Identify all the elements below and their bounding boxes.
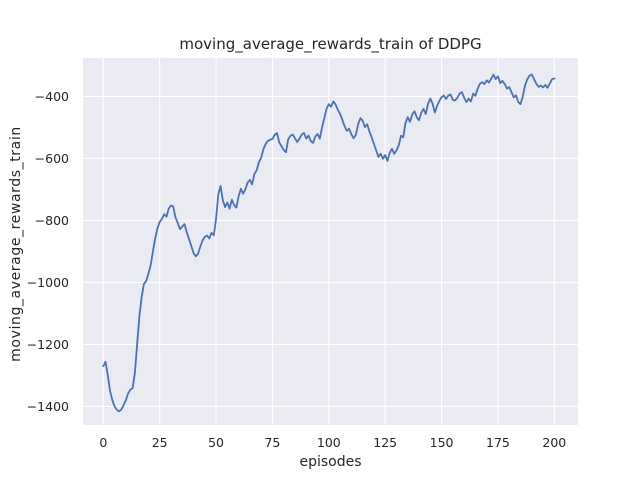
y-tick-label: −1000 <box>27 275 69 290</box>
x-tick-label: 50 <box>208 435 224 450</box>
x-tick-label: 25 <box>152 435 168 450</box>
x-tick-label: 125 <box>373 435 397 450</box>
x-tick-label: 75 <box>264 435 280 450</box>
y-axis-label: moving_average_rewards_train <box>8 126 24 362</box>
y-tick-label: −800 <box>35 213 69 228</box>
x-tick-label: 100 <box>317 435 341 450</box>
x-tick-label: 0 <box>99 435 107 450</box>
y-tick-label: −1400 <box>27 399 69 414</box>
x-tick-label: 175 <box>486 435 510 450</box>
gridlines <box>83 58 578 425</box>
x-tick-labels: 0 25 50 75 100 125 150 175 200 <box>99 435 566 450</box>
y-tick-label: −600 <box>35 151 69 166</box>
reward-line-series <box>102 73 556 413</box>
plot-area <box>83 58 578 425</box>
x-tick-label: 150 <box>430 435 454 450</box>
x-tick-label: 200 <box>542 435 566 450</box>
chart-title: moving_average_rewards_train of DDPG <box>179 35 481 54</box>
y-tick-labels: −400 −600 −800 −1000 −1200 −1400 <box>27 89 69 414</box>
y-tick-label: −400 <box>35 89 69 104</box>
x-axis-label: episodes <box>299 454 361 470</box>
y-tick-label: −1200 <box>27 337 69 352</box>
